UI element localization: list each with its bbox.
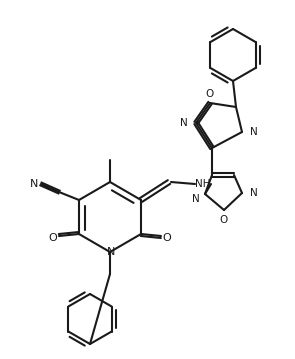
Text: N: N [180, 118, 188, 128]
Text: N: N [30, 179, 38, 189]
Text: N: N [250, 188, 258, 198]
Text: N: N [192, 194, 200, 204]
Text: O: O [49, 233, 57, 243]
Text: NH: NH [195, 179, 211, 189]
Text: O: O [220, 215, 228, 225]
Text: O: O [206, 89, 214, 99]
Text: N: N [250, 127, 258, 137]
Text: O: O [163, 233, 171, 243]
Text: N: N [107, 247, 115, 257]
